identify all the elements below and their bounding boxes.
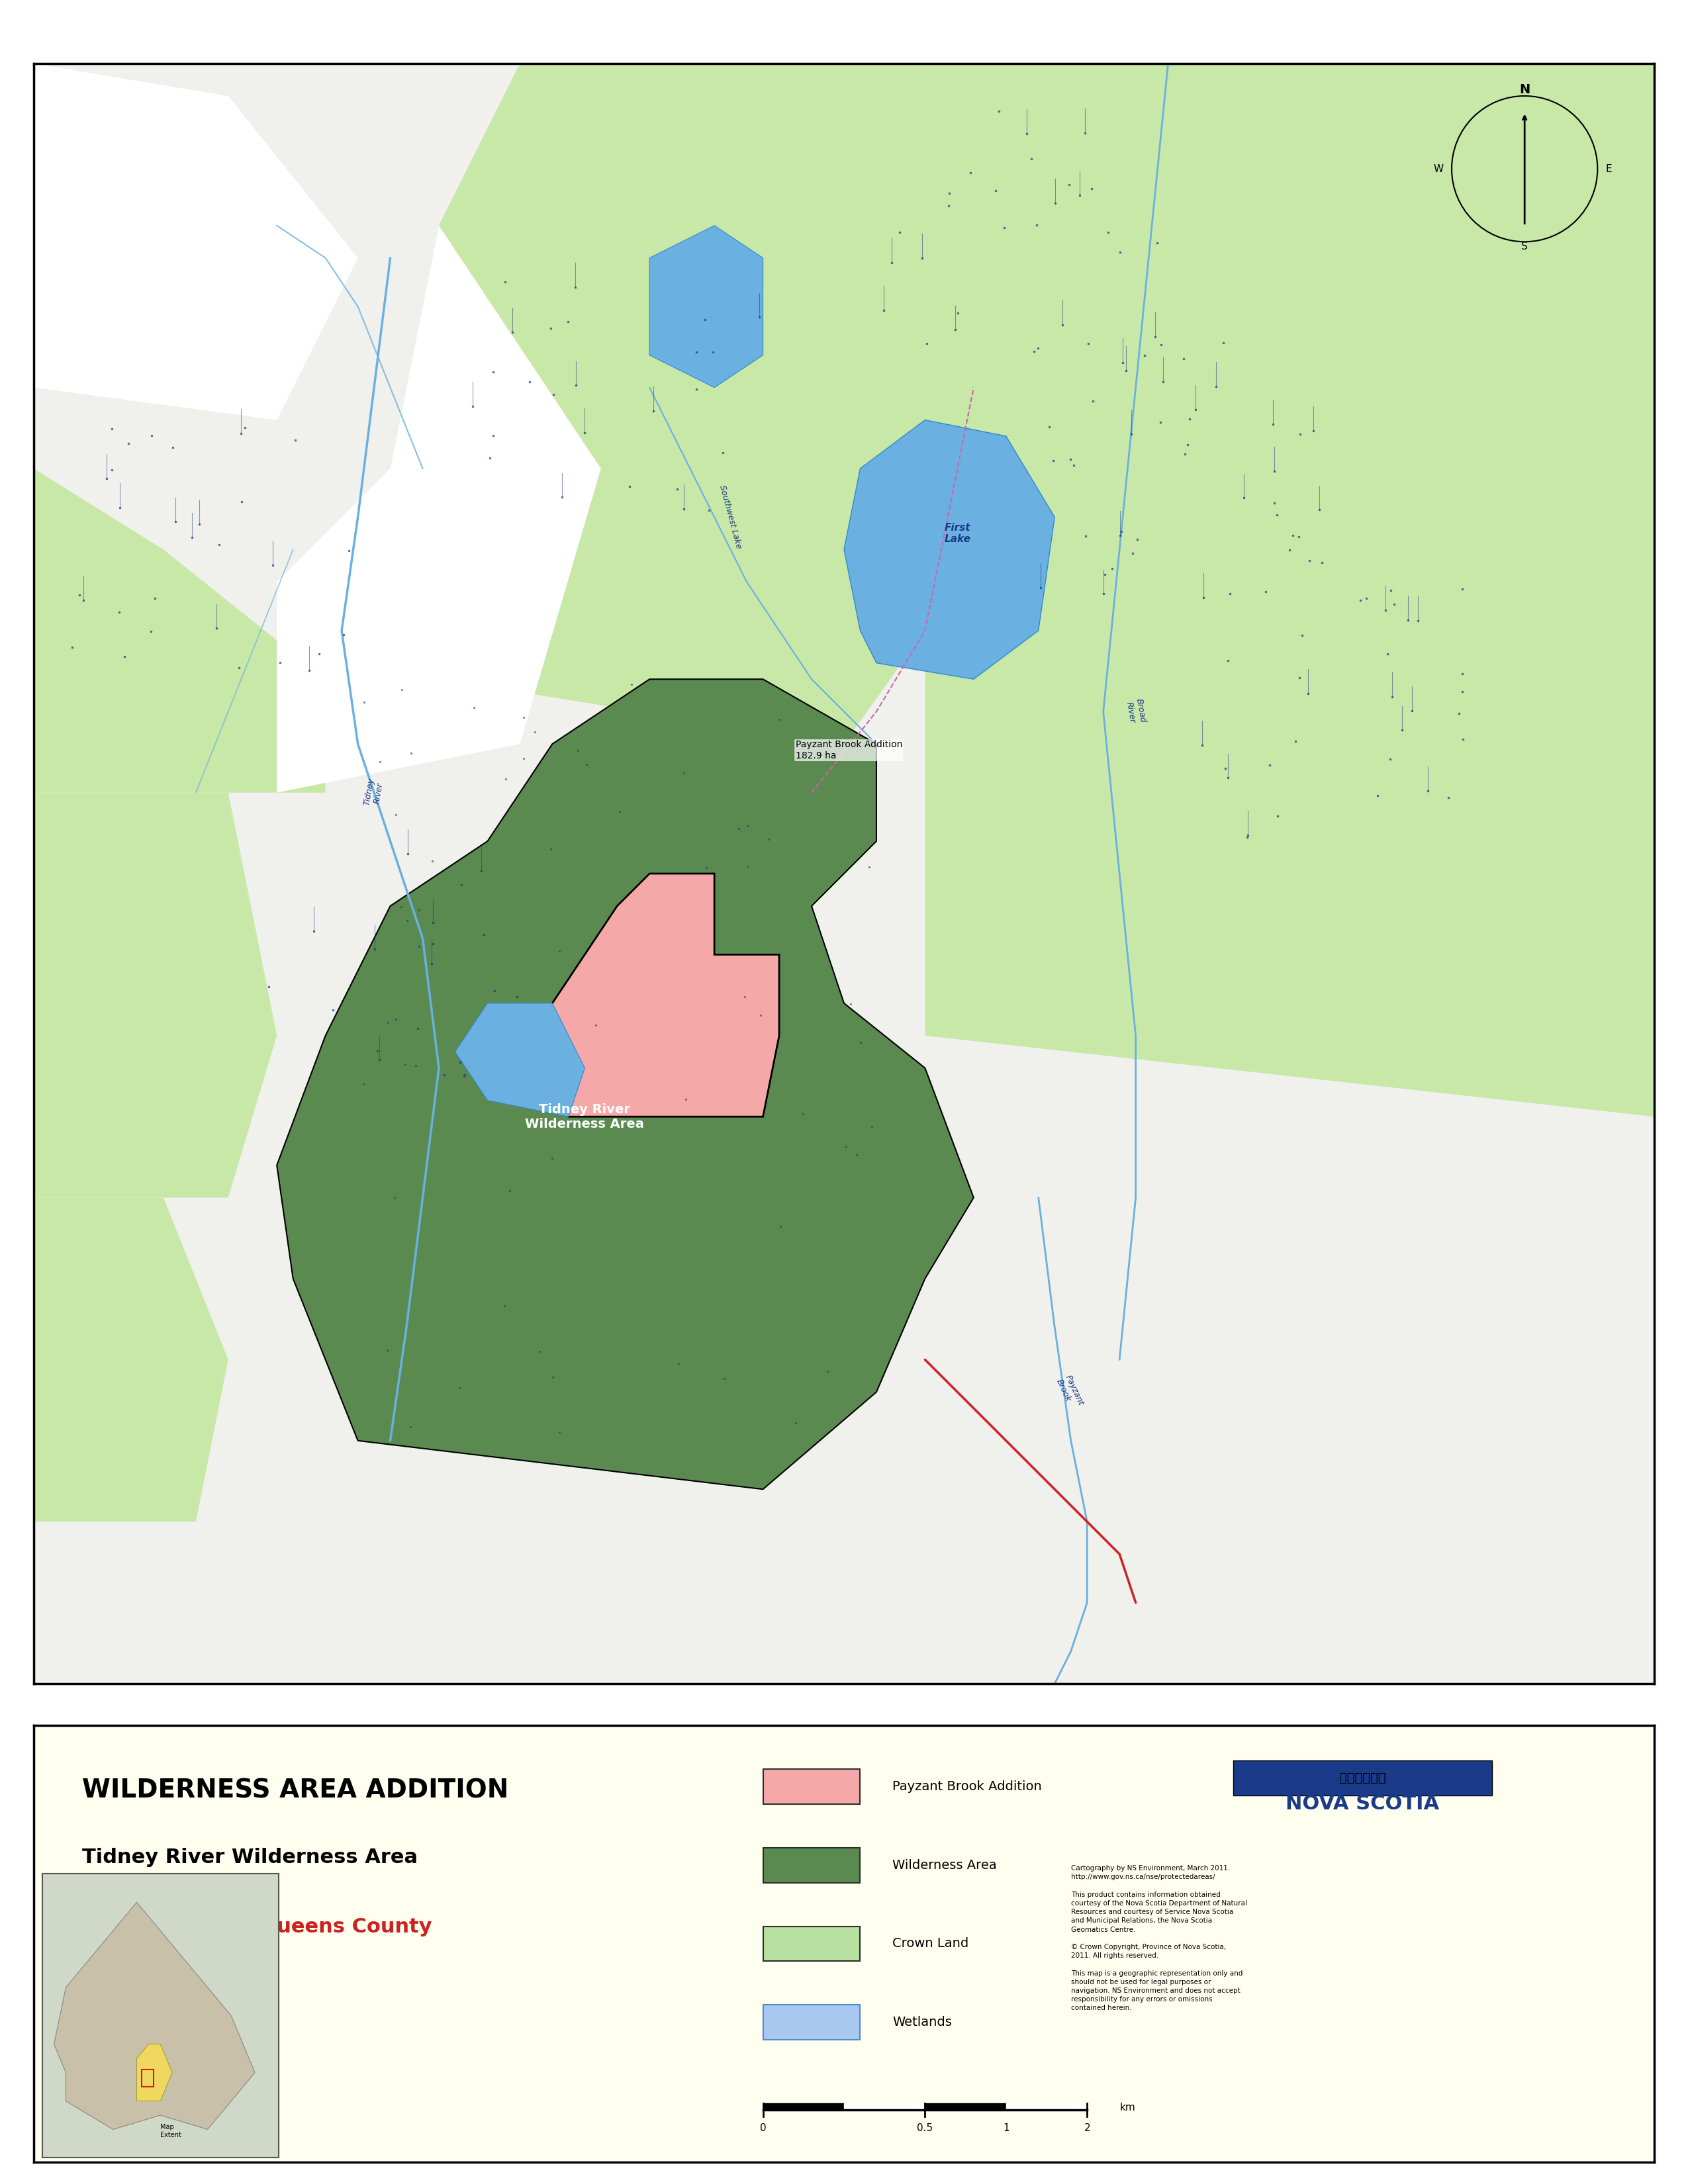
Text: Payzant Brook Addition: Payzant Brook Addition <box>893 1780 1041 1793</box>
Text: Tidney River Wilderness Area: Tidney River Wilderness Area <box>83 1848 419 1867</box>
Polygon shape <box>34 470 326 793</box>
Text: S: S <box>1521 242 1528 251</box>
Polygon shape <box>137 2044 172 2101</box>
Text: W: W <box>1433 164 1443 175</box>
Polygon shape <box>925 63 1654 1116</box>
Bar <box>763 2005 861 2040</box>
Text: Payzant Brook, Queens County: Payzant Brook, Queens County <box>83 1918 432 1937</box>
Bar <box>142 2070 154 2088</box>
Text: WILDERNESS AREA ADDITION: WILDERNESS AREA ADDITION <box>83 1778 508 1804</box>
Polygon shape <box>1087 63 1654 793</box>
Text: Southwest Lake: Southwest Lake <box>717 485 743 550</box>
Text: Tidney River
Wilderness Area: Tidney River Wilderness Area <box>525 1103 645 1129</box>
Polygon shape <box>34 1197 228 1522</box>
Polygon shape <box>34 63 358 419</box>
Text: Payzant
Brook: Payzant Brook <box>1055 1374 1085 1411</box>
Bar <box>1232 1760 1492 1795</box>
Text: Map
Extent: Map Extent <box>160 2123 182 2138</box>
Polygon shape <box>390 63 925 745</box>
Text: Wilderness Area: Wilderness Area <box>893 1859 998 1872</box>
Polygon shape <box>456 1002 584 1116</box>
Text: N: N <box>1519 83 1529 96</box>
Text: Wetlands: Wetlands <box>893 2016 952 2029</box>
Text: km: km <box>1119 2103 1136 2112</box>
Text: 0.5: 0.5 <box>917 2123 933 2134</box>
Text: 2: 2 <box>1084 2123 1090 2134</box>
Bar <box>763 1769 861 1804</box>
Polygon shape <box>844 419 1055 679</box>
Polygon shape <box>277 225 601 793</box>
Text: 1: 1 <box>1003 2123 1009 2134</box>
Text: Broad
River: Broad River <box>1124 699 1146 725</box>
Text: First
Lake: First Lake <box>944 522 971 544</box>
Text: Payzant Brook Addition
182.9 ha: Payzant Brook Addition 182.9 ha <box>795 740 901 760</box>
Text: NOVA SCOTIA: NOVA SCOTIA <box>1286 1795 1440 1813</box>
Bar <box>763 1926 861 1961</box>
Polygon shape <box>277 679 974 1489</box>
Polygon shape <box>34 793 277 1197</box>
Text: 🏴󠁣󠁡󠁮󠁳󠁿: 🏴󠁣󠁡󠁮󠁳󠁿 <box>1339 1771 1386 1784</box>
Polygon shape <box>552 874 780 1116</box>
Text: Cartography by NS Environment, March 2011.
http://www.gov.ns.ca/nse/protectedare: Cartography by NS Environment, March 201… <box>1070 1865 1247 2011</box>
Text: 0: 0 <box>760 2123 766 2134</box>
Polygon shape <box>54 1902 255 2129</box>
Bar <box>763 1848 861 1883</box>
Polygon shape <box>650 225 763 387</box>
Text: Tidney
River: Tidney River <box>363 778 385 808</box>
Text: Crown Land: Crown Land <box>893 1937 969 1950</box>
Text: E: E <box>1605 164 1612 175</box>
